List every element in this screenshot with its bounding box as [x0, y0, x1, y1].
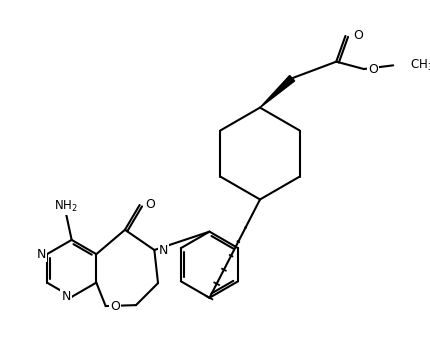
Text: O: O [353, 29, 362, 42]
Text: O: O [110, 300, 120, 313]
Text: N: N [159, 244, 168, 256]
Text: O: O [145, 198, 155, 211]
Text: CH$_3$: CH$_3$ [410, 58, 430, 73]
Text: O: O [369, 63, 378, 76]
Text: N: N [37, 248, 46, 261]
Polygon shape [260, 76, 295, 108]
Text: NH$_2$: NH$_2$ [54, 199, 78, 214]
Text: N: N [61, 290, 71, 303]
